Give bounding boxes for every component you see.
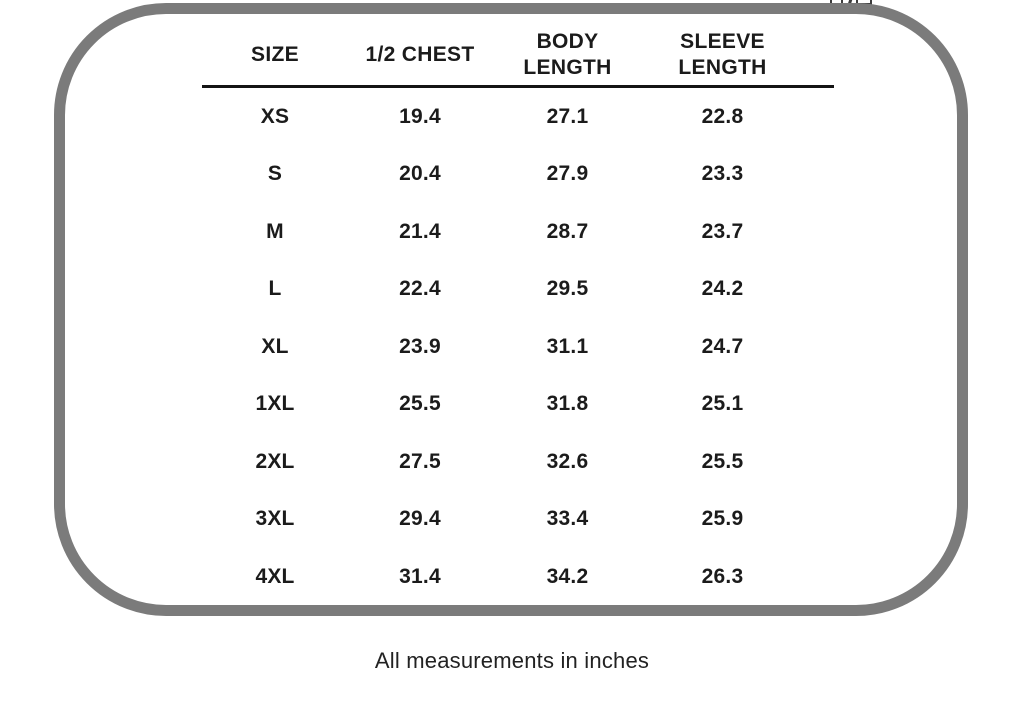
body-length: 34.2 (546, 564, 589, 588)
sleeve-length: 24.2 (701, 277, 744, 301)
size-label: 2XL (255, 449, 295, 473)
size-label: XS (260, 104, 290, 128)
sleeve-length: 25.5 (701, 449, 744, 473)
size-label: 4XL (255, 564, 295, 588)
size-label: M (266, 219, 284, 243)
column-header-size: SIZE (251, 43, 299, 66)
size-label: S (267, 162, 283, 186)
half-chest: 29.4 (399, 507, 441, 531)
body-length: 28.7 (546, 219, 589, 243)
body-length: 27.9 (546, 162, 589, 186)
table-row: L 22.4 29.5 24.2 (200, 261, 800, 319)
half-chest: 22.4 (399, 277, 441, 301)
sleeve-length: 22.8 (701, 104, 744, 128)
body-length: 32.6 (546, 449, 589, 473)
sleeve-length: 26.3 (701, 564, 744, 588)
body-length: 31.8 (546, 392, 589, 416)
table-row: 3XL 29.4 33.4 25.9 (200, 491, 800, 549)
table-row: S 20.4 27.9 23.3 (200, 146, 800, 204)
size-label: 3XL (255, 507, 295, 531)
sleeve-length: 25.1 (701, 392, 744, 416)
body-length: 33.4 (546, 507, 589, 531)
table-row: M 21.4 28.7 23.7 (200, 203, 800, 261)
column-header-sleeve-length: SLEEVE LENGTH (678, 30, 767, 79)
size-label: XL (261, 334, 289, 358)
half-chest: 19.4 (399, 104, 441, 128)
table-row: 1XL 25.5 31.8 25.1 (200, 376, 800, 434)
half-chest: 25.5 (399, 392, 441, 416)
size-chart-body: XS 19.4 27.1 22.8 S 20.4 27.9 23.3 M 21.… (200, 88, 800, 606)
table-row: XS 19.4 27.1 22.8 (200, 88, 800, 146)
column-header-half-chest: 1/2 CHEST (365, 43, 475, 66)
column-header-body-length: BODY LENGTH (523, 30, 612, 79)
size-label: 1XL (255, 392, 295, 416)
half-chest: 27.5 (399, 449, 441, 473)
sleeve-length: 24.7 (701, 334, 744, 358)
body-length: 31.1 (546, 334, 589, 358)
sleeve-length: 23.3 (701, 162, 744, 186)
half-chest: 23.9 (399, 334, 441, 358)
half-chest: 31.4 (399, 564, 441, 588)
half-chest: 20.4 (399, 162, 441, 186)
header-divider-line (202, 85, 834, 88)
size-chart-frame: SIZE 1/2 CHEST BODY LENGTH SLEEVE LENGTH… (54, 3, 968, 616)
body-length: 27.1 (546, 104, 589, 128)
table-row: XL 23.9 31.1 24.7 (200, 318, 800, 376)
size-chart-header-row: SIZE 1/2 CHEST BODY LENGTH SLEEVE LENGTH (200, 26, 800, 84)
half-chest: 21.4 (399, 219, 441, 243)
body-length: 29.5 (546, 277, 589, 301)
size-label: L (268, 277, 282, 301)
measurements-note: All measurements in inches (374, 648, 650, 673)
sleeve-length: 23.7 (701, 219, 744, 243)
sleeve-length: 25.9 (701, 507, 744, 531)
table-row: 2XL 27.5 32.6 25.5 (200, 433, 800, 491)
table-row: 4XL 31.4 34.2 26.3 (200, 548, 800, 606)
